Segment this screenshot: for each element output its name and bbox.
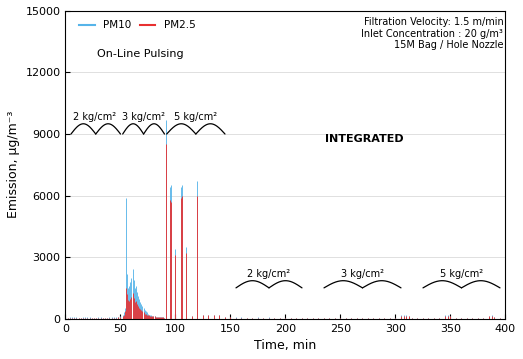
Y-axis label: Emission, μg/m⁻³: Emission, μg/m⁻³ [7, 111, 20, 219]
Text: 3 kg/cm²: 3 kg/cm² [122, 112, 165, 122]
Text: 2 kg/cm²: 2 kg/cm² [73, 112, 116, 122]
X-axis label: Time, min: Time, min [254, 339, 316, 352]
Text: 2 kg/cm²: 2 kg/cm² [247, 269, 291, 279]
Text: INTEGRATED: INTEGRATED [325, 134, 404, 144]
Text: On-Line Pulsing: On-Line Pulsing [97, 50, 184, 59]
Legend: PM10, PM2.5: PM10, PM2.5 [75, 16, 200, 34]
Text: 3 kg/cm²: 3 kg/cm² [341, 269, 384, 279]
Text: 5 kg/cm²: 5 kg/cm² [440, 269, 483, 279]
Text: 5 kg/cm²: 5 kg/cm² [174, 112, 218, 122]
Text: Filtration Velocity: 1.5 m/min
Inlet Concentration : 20 g/m³
15M Bag / Hole Nozz: Filtration Velocity: 1.5 m/min Inlet Con… [361, 17, 503, 50]
